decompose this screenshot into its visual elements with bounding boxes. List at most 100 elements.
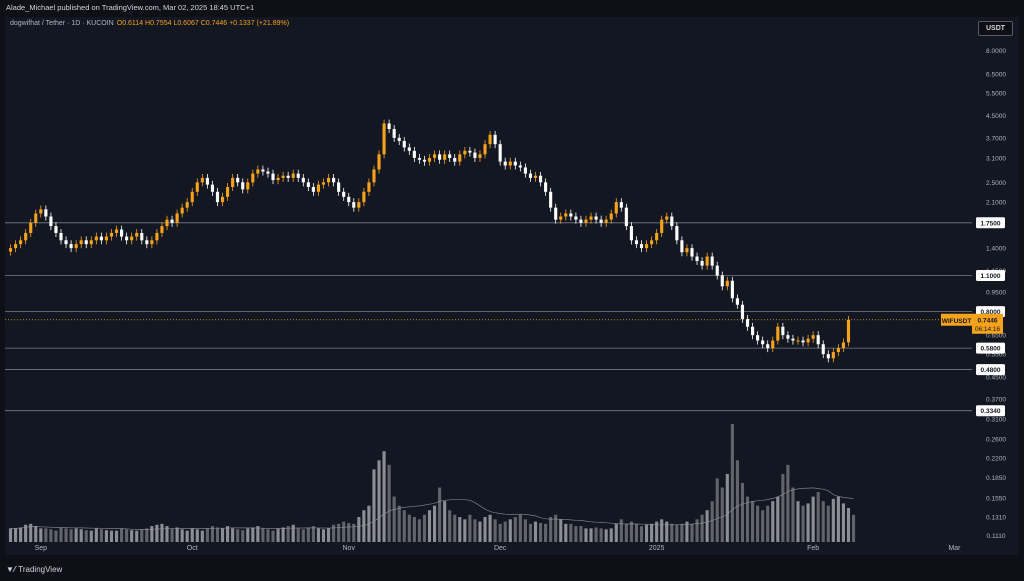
volume-bar xyxy=(650,523,654,542)
volume-bar xyxy=(841,503,845,542)
candle xyxy=(231,177,235,187)
price-chart-svg[interactable]: WIFUSDT Sep Oct Nov Dec 2025 Feb Mar xyxy=(5,17,972,555)
candle xyxy=(109,232,114,237)
volume-bar xyxy=(715,478,719,542)
candle xyxy=(463,150,467,155)
tradingview-label: TradingView xyxy=(18,565,63,574)
candle xyxy=(629,226,633,241)
candle xyxy=(84,240,88,245)
candle xyxy=(745,318,750,327)
candle xyxy=(705,256,709,266)
candle xyxy=(624,207,628,227)
volume-bar xyxy=(680,523,684,542)
ohlc-readout: O0.6114 H0.7554 L0.6067 C0.7446 +0.1337 … xyxy=(116,20,290,27)
volume-bar xyxy=(483,517,487,542)
price-axis[interactable]: 8.0000 6.5000 5.5000 4.5000 3.7000 3.1000 2.50… xyxy=(972,17,1019,555)
volume-bar xyxy=(846,507,851,542)
volume-bar xyxy=(306,527,310,542)
candle xyxy=(756,335,760,341)
y-tick-label: 8.0000 xyxy=(986,48,1006,55)
volume-bar xyxy=(745,496,750,542)
volume-bar xyxy=(781,473,785,542)
volume-bar xyxy=(114,530,119,542)
volume-bar xyxy=(49,529,53,542)
level-badge-box xyxy=(976,364,1005,376)
candle xyxy=(579,219,583,223)
candle xyxy=(599,219,603,223)
candle xyxy=(508,161,512,166)
volume-bar xyxy=(311,526,315,542)
volume-bar xyxy=(579,526,583,542)
publisher-banner: Alade_Michael published on TradingView.c… xyxy=(6,3,255,12)
volume-bar xyxy=(145,528,149,542)
volume-bar xyxy=(342,521,346,542)
volume-bar xyxy=(195,529,199,542)
candle xyxy=(846,319,851,343)
candle xyxy=(538,175,543,183)
candle xyxy=(584,219,588,223)
volume-bar xyxy=(836,496,840,542)
candle xyxy=(564,213,568,217)
y-tick-label: 0.2200 xyxy=(986,456,1006,463)
candle xyxy=(660,219,664,233)
volume-bar xyxy=(205,528,209,542)
volume-bar xyxy=(241,530,245,542)
candle xyxy=(458,154,462,162)
volume-bar xyxy=(64,528,68,542)
candle xyxy=(604,219,608,223)
volume-bar xyxy=(665,521,669,542)
candle xyxy=(8,248,13,252)
volume-bar xyxy=(851,514,856,542)
tradingview-logo[interactable]: ▼⁄ TradingView xyxy=(6,565,62,574)
candle xyxy=(397,137,401,141)
volume-bar xyxy=(316,528,321,542)
candle xyxy=(735,298,739,305)
volume-bar xyxy=(660,519,664,542)
candle xyxy=(34,213,38,223)
candle xyxy=(357,202,361,208)
candle xyxy=(432,154,437,158)
candle xyxy=(816,335,820,345)
candle xyxy=(665,216,669,220)
candle xyxy=(493,134,497,145)
candle xyxy=(311,186,315,192)
candle xyxy=(422,159,427,162)
candle xyxy=(791,338,795,341)
candle xyxy=(180,207,184,214)
volume-bar xyxy=(811,496,815,542)
volume-bar xyxy=(801,505,805,542)
level-badge-label: 0.5800 xyxy=(981,346,1001,353)
volume-bar xyxy=(397,505,401,542)
candle xyxy=(715,265,719,276)
volume-bar xyxy=(533,521,538,542)
volume-bar xyxy=(19,527,23,542)
candle xyxy=(559,216,563,220)
level-badge-box xyxy=(976,217,1005,229)
candle xyxy=(685,248,689,253)
candle xyxy=(352,202,356,208)
volume-bar xyxy=(488,514,492,542)
volume-bar xyxy=(544,523,548,542)
volume-bar xyxy=(276,528,280,542)
y-tick-label: 0.1310 xyxy=(986,514,1006,521)
candle xyxy=(523,167,527,174)
volume-bar xyxy=(432,505,437,542)
volume-bar xyxy=(720,487,724,542)
volume-bar xyxy=(599,528,603,542)
candle xyxy=(417,157,421,160)
candle xyxy=(594,216,598,220)
candle xyxy=(195,182,199,192)
candle xyxy=(226,186,230,197)
candle xyxy=(114,229,119,233)
level-badge: 1.1000 xyxy=(976,269,1005,281)
volume-bar xyxy=(695,519,699,542)
y-tick-label: 6.5000 xyxy=(986,71,1006,78)
currency-button[interactable]: USDT xyxy=(978,21,1013,36)
volume-bar xyxy=(473,519,477,542)
volume-bar xyxy=(700,514,704,542)
volume-bar xyxy=(382,451,386,542)
volume-bar xyxy=(498,523,502,542)
candle xyxy=(574,216,578,220)
chart-plot-area[interactable]: WIFUSDT Sep Oct Nov Dec 2025 Feb Mar xyxy=(5,17,972,555)
